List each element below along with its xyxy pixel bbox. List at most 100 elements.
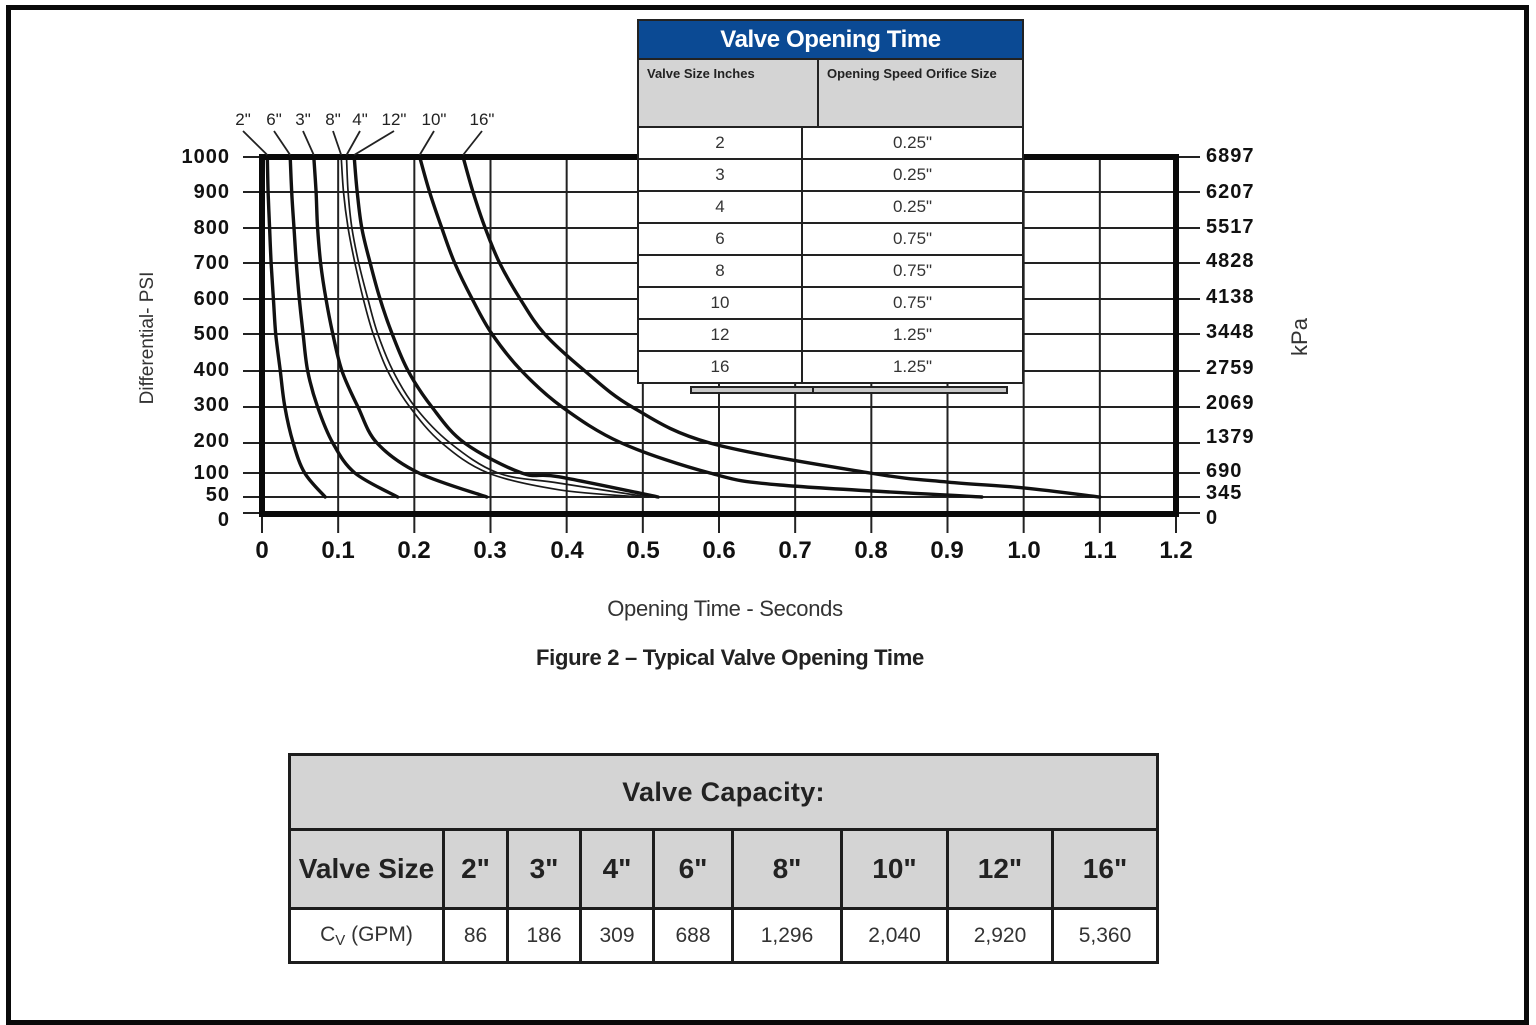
- x-tick-label: 0.5: [626, 537, 660, 564]
- leader-line: [345, 130, 361, 156]
- table-shadow-bar: [690, 386, 814, 394]
- valve-size-cell: 6: [639, 224, 803, 254]
- column-header: Opening Speed Orifice Size: [827, 66, 997, 81]
- valve-size-cell: 4: [639, 192, 803, 222]
- y-right-tick-label: 2759: [1206, 357, 1255, 379]
- curve-label-leaders: [242, 130, 483, 156]
- y-right-tick-label: 4138: [1206, 286, 1255, 308]
- table-row: 2 0.25": [639, 128, 1022, 160]
- curve-2in: [265, 155, 327, 499]
- table-row: 16 1.25": [639, 352, 1022, 382]
- curve-label-4in: 4": [352, 110, 368, 129]
- cv-value-cell: 2,920: [946, 907, 1054, 964]
- table-title: Valve Opening Time: [639, 21, 1022, 60]
- x-tick-label: 0.4: [550, 537, 584, 564]
- table-row: 8 0.75": [639, 256, 1022, 288]
- curve-label-8in: 8": [325, 110, 341, 129]
- table-row: 10 0.75": [639, 288, 1022, 320]
- valve-capacity-table: Valve Capacity: Valve Size 2" 3" 4" 6" 8…: [287, 753, 1160, 964]
- y-tick-label: 300: [193, 394, 230, 416]
- valve-size-cell: 8: [639, 256, 803, 286]
- cv-value-cell: 5,360: [1050, 907, 1160, 964]
- curve-label-6in: 6": [266, 110, 282, 129]
- y-tick-label: 600: [193, 288, 230, 310]
- orifice-size-cell: 1.25": [892, 325, 933, 344]
- y-tick-label: 500: [193, 323, 230, 345]
- y-right-tick-label: 4828: [1206, 250, 1255, 272]
- curve-16in: [461, 155, 1102, 499]
- leader-line: [273, 130, 291, 156]
- cv-symbol: C: [320, 922, 336, 946]
- table-title: Valve Capacity:: [287, 753, 1160, 831]
- x-tick-label: 0.9: [930, 537, 964, 564]
- table-row: 4 0.25": [639, 192, 1022, 224]
- curve-10in: [418, 155, 984, 499]
- y-axis-right-title: kPa: [1287, 318, 1312, 356]
- y-tick-label: 700: [193, 252, 230, 274]
- orifice-size-cell: 0.75": [892, 229, 933, 248]
- size-header: 6": [652, 828, 734, 910]
- cv-value-cell: 688: [652, 907, 734, 964]
- x-tick-label: 0.8: [854, 537, 888, 564]
- curve-label-3in: 3": [295, 110, 311, 129]
- figure-caption: Figure 2 – Typical Valve Opening Time: [536, 645, 924, 670]
- curve-3in: [312, 155, 489, 499]
- y-right-tick-label: 5517: [1206, 216, 1255, 238]
- size-header: 3": [506, 828, 582, 910]
- leader-line: [418, 130, 435, 156]
- table-row: 3 0.25": [639, 160, 1022, 192]
- curve-label-2in: 2": [235, 110, 251, 129]
- y-tick-label: 1000: [181, 146, 230, 168]
- leader-line: [353, 130, 395, 156]
- curve-label-16in: 16": [469, 110, 495, 129]
- cv-value-cell: 186: [506, 907, 582, 964]
- leader-line: [302, 130, 315, 156]
- size-header: 4": [579, 828, 655, 910]
- y-right-tick-label: 6897: [1206, 145, 1255, 167]
- y-right-tick-label: 690: [1206, 460, 1243, 482]
- curve-label-10in: 10": [421, 110, 447, 129]
- y-right-tick-label: 0: [1206, 507, 1219, 529]
- size-header: 16": [1050, 828, 1160, 910]
- cv-value-cell: 2,040: [840, 907, 949, 964]
- x-tick-label: 0.3: [473, 537, 507, 564]
- x-tick-label: 1.1: [1083, 537, 1117, 564]
- size-header: 10": [840, 828, 949, 910]
- valve-size-cell: 2: [639, 128, 803, 158]
- cv-value-cell: 1,296: [731, 907, 843, 964]
- valve-size-cell: 16: [639, 352, 803, 382]
- orifice-size-cell: 0.25": [892, 133, 933, 152]
- y-right-tick-label: 3448: [1206, 321, 1255, 343]
- chart-curves: [265, 155, 1102, 499]
- curve-8in: [340, 156, 641, 498]
- x-tick-label: 0.6: [702, 537, 736, 564]
- table-header-row: Valve Size 2" 3" 4" 6" 8" 10" 12" 16": [288, 828, 1160, 910]
- x-axis-title: Opening Time - Seconds: [607, 596, 843, 621]
- y-axis-title: Differential- PSI: [137, 271, 158, 405]
- y-tick-label: 0: [217, 509, 230, 531]
- size-header: 12": [946, 828, 1054, 910]
- x-tick-label: 1.0: [1007, 537, 1041, 564]
- orifice-size-cell: 0.75": [892, 293, 933, 312]
- row-header-valve-size: Valve Size: [288, 828, 445, 910]
- cv-value-cell: 309: [579, 907, 655, 964]
- y-tick-label: 50: [205, 484, 230, 506]
- table-row: 12 1.25": [639, 320, 1022, 352]
- x-tick-label: 0.2: [397, 537, 431, 564]
- leader-line: [462, 130, 483, 156]
- x-tick-label: 0.1: [321, 537, 355, 564]
- valve-size-cell: 3: [639, 160, 803, 190]
- size-header: 8": [731, 828, 843, 910]
- orifice-size-cell: 0.75": [892, 261, 933, 280]
- page-frame: [6, 5, 1529, 1025]
- table-shadow-bar: [812, 386, 1008, 394]
- y-tick-label: 400: [193, 359, 230, 381]
- y-tick-label: 800: [193, 217, 230, 239]
- y-tick-label: 100: [193, 462, 230, 484]
- valve-size-cell: 10: [639, 288, 803, 318]
- orifice-size-cell: 0.25": [892, 197, 933, 216]
- table-row: CV (GPM) 86 186 309 688 1,296 2,040 2,92…: [288, 907, 1160, 964]
- orifice-size-cell: 0.25": [892, 165, 933, 184]
- size-header: 2": [442, 828, 509, 910]
- curve-label-12in: 12": [381, 110, 407, 129]
